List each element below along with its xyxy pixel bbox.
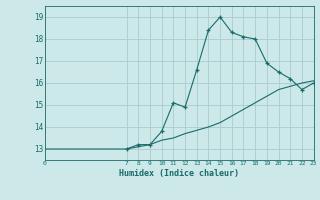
X-axis label: Humidex (Indice chaleur): Humidex (Indice chaleur): [119, 169, 239, 178]
